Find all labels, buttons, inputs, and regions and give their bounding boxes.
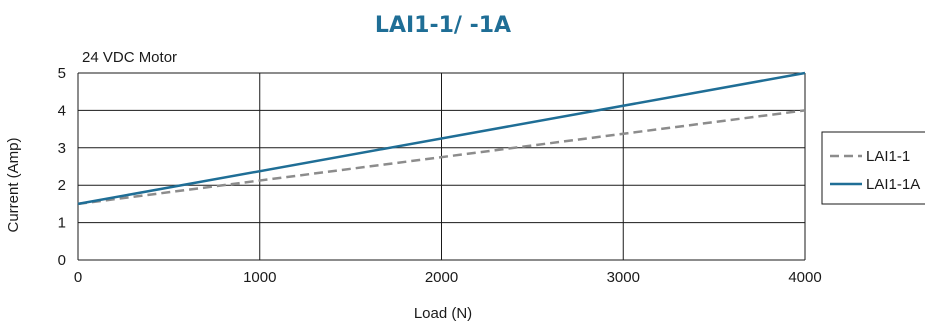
legend-box (821, 131, 925, 205)
legend-label-lai1-1a: LAI1-1A (866, 176, 920, 193)
legend: LAI1-1 LAI1-1A (821, 131, 925, 205)
y-tick-label-4: 4 (58, 102, 66, 119)
plot-lines (77, 71, 806, 206)
y-tick-label-2: 2 (58, 177, 66, 194)
y-tick-label-3: 3 (58, 140, 66, 157)
x-axis-label: Load (N) (414, 305, 472, 322)
y-axis-ticks: 0 1 2 3 4 5 (58, 65, 66, 269)
y-tick-label-0: 0 (58, 252, 66, 269)
x-tick-label-1: 1000 (243, 269, 276, 286)
series-line-lai1-1a (77, 71, 806, 206)
chart-subtitle: 24 VDC Motor (82, 49, 177, 66)
x-tick-label-2: 2000 (425, 269, 458, 286)
y-axis-label: Current (Amp) (5, 137, 22, 232)
series-line-lai1-1 (77, 109, 806, 206)
x-axis-ticks: 0 1000 2000 3000 4000 (74, 269, 822, 286)
y-tick-label-1: 1 (58, 215, 66, 232)
chart-title: LAI1-1/ -1A (375, 13, 511, 38)
x-tick-label-4: 4000 (788, 269, 821, 286)
x-tick-label-0: 0 (74, 269, 82, 286)
x-tick-label-3: 3000 (607, 269, 640, 286)
legend-label-lai1-1: LAI1-1 (866, 148, 910, 165)
y-tick-label-5: 5 (58, 65, 66, 82)
plot-grid (77, 72, 806, 261)
